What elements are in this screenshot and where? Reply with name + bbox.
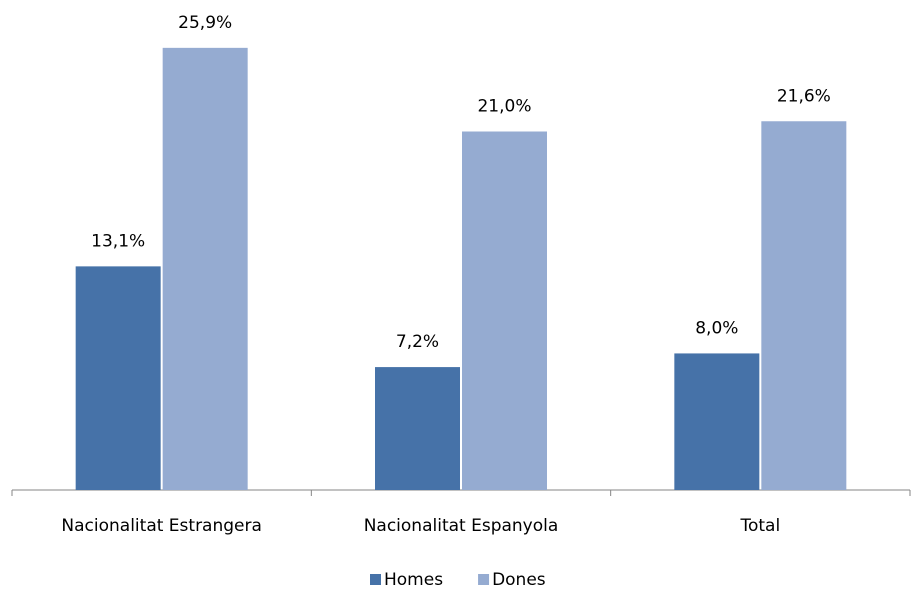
value-label: 13,1% (91, 231, 145, 251)
value-label: 25,9% (178, 13, 232, 33)
x-tick-label: Nacionalitat Espanyola (364, 516, 559, 536)
value-label: 21,0% (477, 97, 531, 117)
value-label: 21,6% (777, 86, 831, 106)
value-label: 8,0% (695, 318, 738, 338)
legend-swatch (478, 574, 490, 585)
x-tick-label: Total (739, 516, 780, 536)
bar (674, 353, 760, 490)
legend-label: Homes (384, 570, 443, 590)
legend-label: Dones (492, 570, 546, 590)
legend-swatch (370, 574, 381, 585)
bar (761, 121, 847, 490)
bar (162, 47, 248, 490)
bar (462, 131, 547, 490)
bar (75, 266, 161, 490)
x-tick-label: Nacionalitat Estrangera (61, 516, 262, 536)
value-label: 7,2% (396, 332, 439, 352)
bar (375, 367, 460, 490)
